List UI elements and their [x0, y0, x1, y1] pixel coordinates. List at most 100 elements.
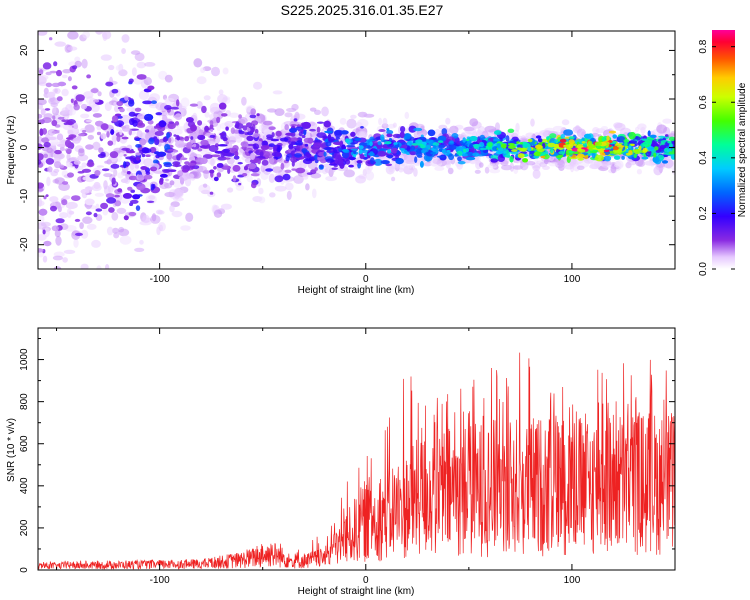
spectral-hotspot — [430, 151, 437, 155]
spectral-blob — [87, 134, 95, 140]
spectral-blob — [186, 117, 194, 123]
spectral-blob — [447, 167, 454, 175]
spectral-blob — [649, 134, 657, 139]
spectral-hotspot — [568, 139, 575, 145]
spectral-blob — [121, 34, 130, 43]
spectral-blob — [62, 181, 69, 185]
spectral-blob — [228, 132, 239, 138]
spectral-blob — [40, 108, 46, 116]
spectral-blob — [189, 139, 196, 144]
spectral-blob — [250, 108, 256, 115]
spectral-blob — [70, 98, 74, 104]
spectral-hotspot — [641, 138, 648, 141]
spectral-blob — [153, 170, 164, 174]
spectral-blob — [132, 119, 138, 127]
spectral-blob — [164, 191, 176, 198]
spectral-blob — [147, 85, 155, 91]
spectral-blob — [250, 152, 256, 160]
spectral-blob — [211, 66, 220, 77]
spectral-blob — [158, 120, 167, 128]
spectral-blob — [301, 134, 306, 139]
spectral-blob — [38, 69, 44, 75]
spectral-blob — [189, 103, 198, 107]
spectral-hotspot — [384, 141, 392, 145]
spectral-blob — [327, 134, 332, 141]
spectral-blob — [124, 176, 131, 185]
spectral-hotspot — [581, 147, 587, 150]
spectral-blob — [103, 173, 113, 178]
spectral-hotspot — [358, 145, 364, 150]
spectral-blob — [101, 168, 110, 172]
spectral-blob — [82, 31, 90, 39]
spectral-blob — [44, 108, 51, 111]
spectral-blob — [190, 173, 194, 178]
spectral-blob — [65, 201, 78, 210]
spectral-blob — [222, 137, 228, 142]
spectral-blob — [399, 131, 405, 139]
spectral-blob — [86, 223, 97, 230]
colorbar-label: Normalized spectral amplitude — [737, 82, 748, 217]
spectral-blob — [568, 136, 575, 140]
spectral-blob — [121, 48, 126, 54]
spectral-blob — [378, 129, 386, 132]
spectral-blob — [584, 155, 589, 160]
spectral-blob — [305, 183, 310, 191]
spectral-blob — [246, 175, 253, 183]
spectrogram-frame — [37, 30, 676, 270]
spectral-blob — [617, 136, 626, 143]
spectral-blob — [316, 121, 325, 124]
spectral-blob — [469, 118, 479, 127]
spectral-blob — [271, 151, 282, 157]
spectral-blob — [117, 188, 123, 193]
spectral-blob — [624, 142, 628, 147]
spectral-blob — [337, 154, 342, 162]
spectral-hotspot — [603, 149, 610, 153]
spectral-blob — [303, 129, 307, 136]
spectral-blob — [144, 62, 156, 67]
spectral-blob — [382, 117, 388, 127]
spectral-blob — [272, 90, 283, 95]
snr-x-label: Height of straight line (km) — [298, 586, 415, 597]
spectral-blob — [100, 202, 109, 210]
spectral-hotspot — [638, 145, 642, 151]
spectral-blob — [301, 121, 311, 129]
spectral-blob — [93, 99, 100, 103]
spectral-blob — [227, 140, 236, 143]
spectral-blob — [339, 162, 345, 169]
spectral-hotspot — [436, 155, 445, 158]
spectral-blob — [41, 137, 50, 144]
spectral-blob — [154, 131, 164, 136]
spectral-blob — [285, 182, 294, 191]
spectral-blob — [103, 185, 111, 196]
spectral-blob — [261, 159, 269, 166]
spectral-blob — [365, 170, 375, 181]
spectral-blob — [221, 165, 231, 170]
spectral-blob — [316, 132, 327, 139]
spectral-blob — [612, 134, 617, 139]
spectral-blob — [106, 197, 117, 204]
spectral-blob — [280, 162, 285, 170]
spectral-blob — [45, 71, 52, 76]
spectral-blob — [106, 226, 114, 236]
spectral-blob — [134, 107, 142, 112]
spectral-blob — [168, 137, 172, 143]
spectral-blob — [81, 162, 87, 168]
spectral-blob — [85, 211, 92, 216]
spectral-blob — [155, 112, 163, 116]
spectral-blob — [392, 133, 401, 138]
spectral-blob — [136, 183, 146, 191]
spectral-blob — [92, 113, 102, 118]
spectral-blob — [479, 162, 484, 168]
colorbar-tick-label: 0.2 — [698, 206, 709, 220]
colorbar-gradient — [712, 30, 735, 269]
spectral-blob — [285, 132, 294, 136]
y-tick-label: 800 — [19, 393, 30, 410]
spectral-blob — [222, 148, 230, 153]
snr-series-line — [38, 352, 675, 570]
spectral-blob — [38, 31, 48, 36]
spectral-hotspot — [465, 138, 470, 142]
spectral-blob — [106, 131, 110, 138]
spectrogram-x-label: Height of straight line (km) — [298, 285, 415, 296]
spectral-blob — [134, 247, 145, 252]
